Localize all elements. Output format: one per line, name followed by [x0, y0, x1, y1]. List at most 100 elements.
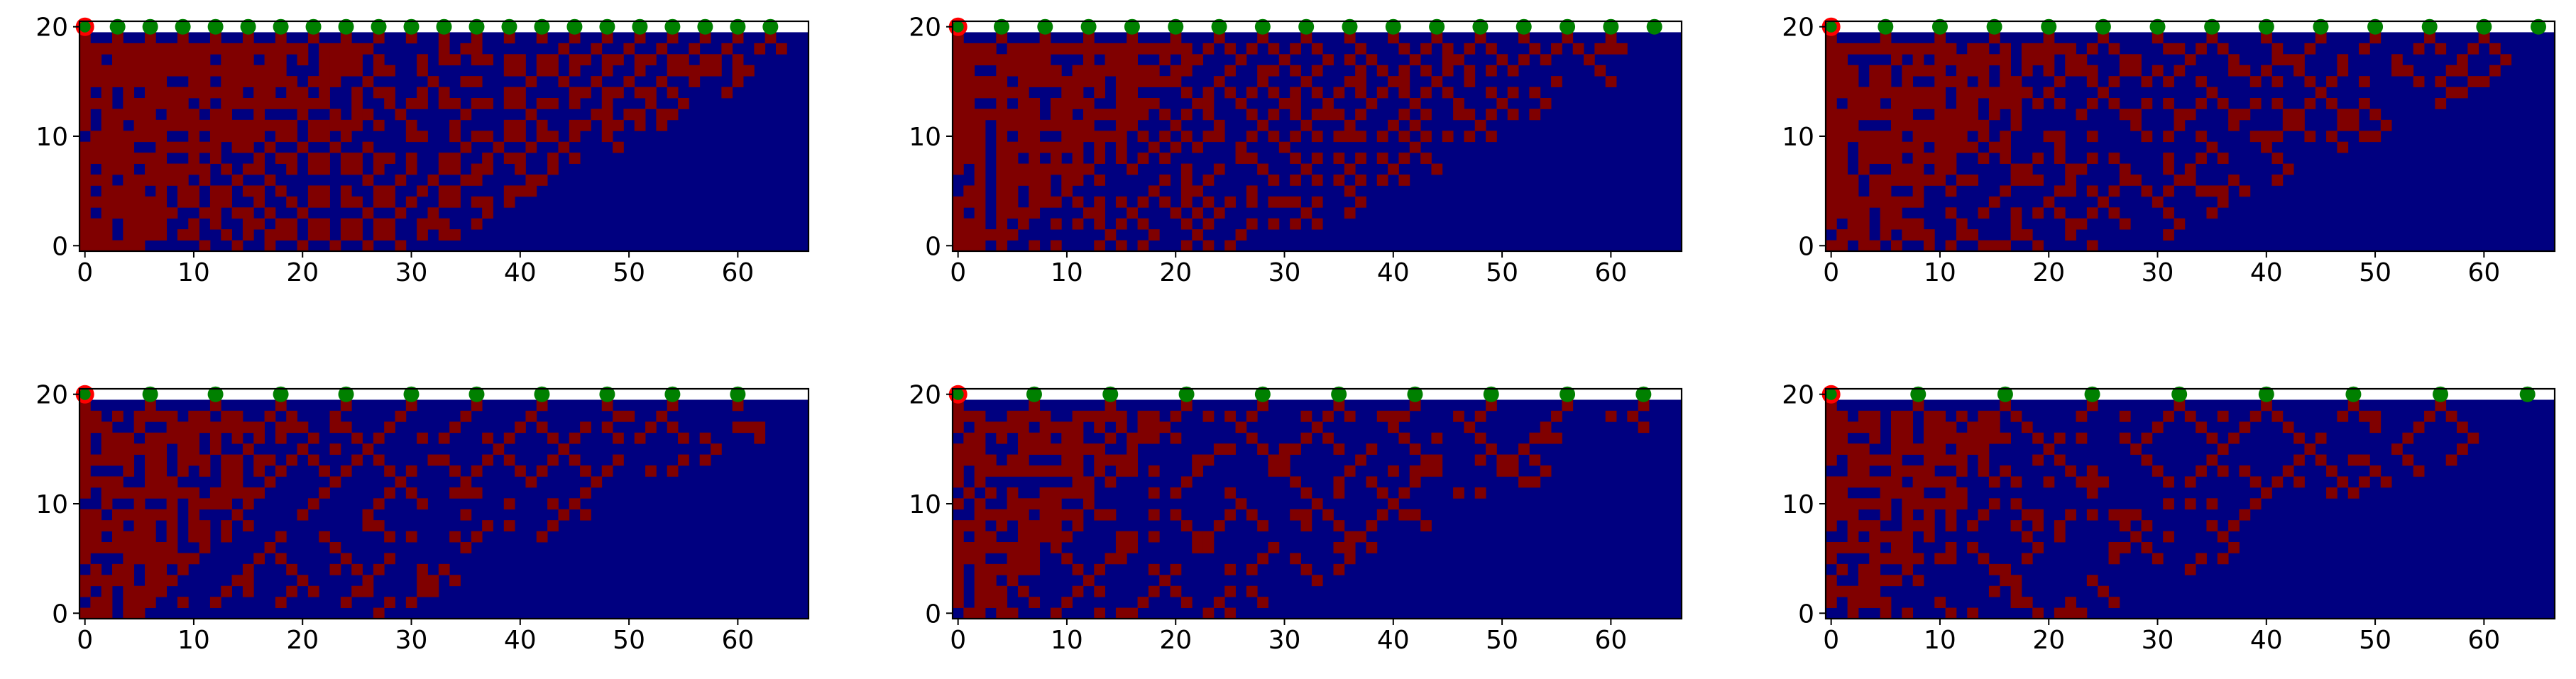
- heatmap-cell: [1268, 196, 1280, 208]
- heatmap-cell: [80, 54, 91, 66]
- heatmap-cell: [1967, 65, 1978, 77]
- heatmap-cell: [974, 421, 986, 434]
- heatmap-cell: [297, 575, 309, 587]
- heatmap-cell: [1858, 229, 1870, 241]
- heatmap-cell: [1431, 432, 1443, 444]
- heatmap-cell: [1105, 509, 1117, 521]
- heatmap-cell: [953, 207, 964, 219]
- marker-green: [2313, 18, 2329, 35]
- heatmap-cell: [1847, 509, 1859, 521]
- heatmap-cell: [231, 65, 243, 77]
- heatmap-cell: [90, 43, 102, 55]
- heatmap-cell: [1880, 229, 1892, 241]
- x-tick-label: 30: [1268, 626, 1301, 655]
- heatmap-cell: [1224, 487, 1236, 499]
- heatmap-cell: [199, 410, 211, 422]
- heatmap-cell: [144, 109, 156, 121]
- heatmap-cell: [1072, 443, 1084, 455]
- heatmap-cell: [155, 131, 168, 143]
- heatmap-cell: [1148, 432, 1160, 444]
- heatmap-cell: [1029, 399, 1041, 412]
- heatmap-cell: [1934, 432, 1946, 444]
- heatmap-cell: [297, 240, 309, 252]
- heatmap-cell: [2337, 119, 2349, 131]
- heatmap-cell: [985, 465, 997, 477]
- heatmap-cell: [449, 163, 461, 175]
- heatmap-cell: [1912, 153, 1924, 164]
- heatmap-cell: [1061, 465, 1073, 477]
- heatmap-cell: [1094, 443, 1105, 455]
- heatmap-cell: [536, 399, 548, 412]
- heatmap-cell: [1826, 421, 1837, 434]
- heatmap-cell: [1880, 141, 1892, 153]
- heatmap-cell: [1290, 218, 1301, 230]
- heatmap-cell: [1880, 43, 1892, 55]
- heatmap-cell: [601, 54, 613, 66]
- heatmap-cell: [221, 410, 232, 422]
- marker-green: [338, 18, 354, 35]
- heatmap-cell: [307, 163, 319, 175]
- heatmap-cell: [1934, 32, 1946, 44]
- x-tick-label: 40: [504, 626, 537, 655]
- heatmap-cell: [1115, 465, 1127, 477]
- heatmap-cell: [1137, 410, 1149, 422]
- heatmap-cell: [2021, 597, 2033, 608]
- heatmap-cell: [2424, 410, 2435, 422]
- heatmap-cell: [188, 553, 200, 565]
- heatmap-cell: [471, 98, 483, 109]
- heatmap-cell: [144, 585, 156, 597]
- heatmap-cell: [264, 542, 276, 553]
- heatmap-cell: [340, 54, 352, 66]
- heatmap-cell: [953, 109, 964, 121]
- heatmap-cell: [2054, 531, 2066, 543]
- heatmap-cell: [1083, 109, 1095, 121]
- heatmap-cell: [340, 119, 352, 131]
- heatmap-cell: [985, 563, 997, 575]
- heatmap-cell: [133, 607, 146, 619]
- heatmap-cell: [1431, 454, 1443, 466]
- heatmap-cell: [1978, 240, 1990, 252]
- heatmap-cell: [1355, 153, 1366, 164]
- heatmap-cell: [231, 421, 243, 434]
- heatmap-cell: [1858, 520, 1870, 531]
- heatmap-cell: [1050, 196, 1062, 208]
- heatmap-cell: [1869, 421, 1881, 434]
- marker-green: [2258, 18, 2274, 35]
- heatmap-cell: [1115, 218, 1127, 230]
- heatmap-cell: [123, 229, 135, 241]
- heatmap-cell: [80, 553, 91, 565]
- heatmap-cell: [1050, 218, 1062, 230]
- heatmap-cell: [1572, 43, 1584, 55]
- heatmap-cell: [373, 119, 385, 131]
- heatmap-cell: [2457, 65, 2468, 77]
- heatmap-cell: [515, 163, 526, 175]
- x-tick-label: 50: [613, 626, 645, 655]
- heatmap-cell: [319, 185, 330, 197]
- heatmap-cell: [963, 185, 975, 197]
- heatmap-cell: [1278, 465, 1290, 477]
- heatmap-cell: [1847, 76, 1859, 87]
- heatmap-cell: [221, 163, 232, 175]
- heatmap-cell: [2174, 43, 2186, 55]
- heatmap-cell: [1988, 421, 2000, 434]
- heatmap-cell: [1988, 498, 2000, 510]
- heatmap-cell: [2108, 43, 2120, 55]
- heatmap-cell: [1105, 476, 1117, 488]
- heatmap-cell: [1007, 153, 1019, 164]
- heatmap-cell: [405, 131, 417, 143]
- heatmap-cell: [2119, 54, 2131, 66]
- heatmap-cell: [242, 443, 254, 455]
- heatmap-cell: [177, 196, 189, 208]
- heatmap-cell: [613, 119, 624, 131]
- heatmap-cell: [2010, 119, 2022, 131]
- marker-green: [1026, 386, 1042, 402]
- heatmap-cell: [963, 240, 975, 252]
- heatmap-cell: [307, 196, 319, 208]
- heatmap-cell: [996, 432, 1008, 444]
- heatmap-cell: [111, 163, 124, 175]
- x-tick-label: 50: [1486, 258, 1518, 287]
- heatmap-cell: [1880, 109, 1892, 121]
- heatmap-cell: [209, 153, 221, 164]
- heatmap-cell: [80, 43, 91, 55]
- marker-green: [566, 18, 583, 35]
